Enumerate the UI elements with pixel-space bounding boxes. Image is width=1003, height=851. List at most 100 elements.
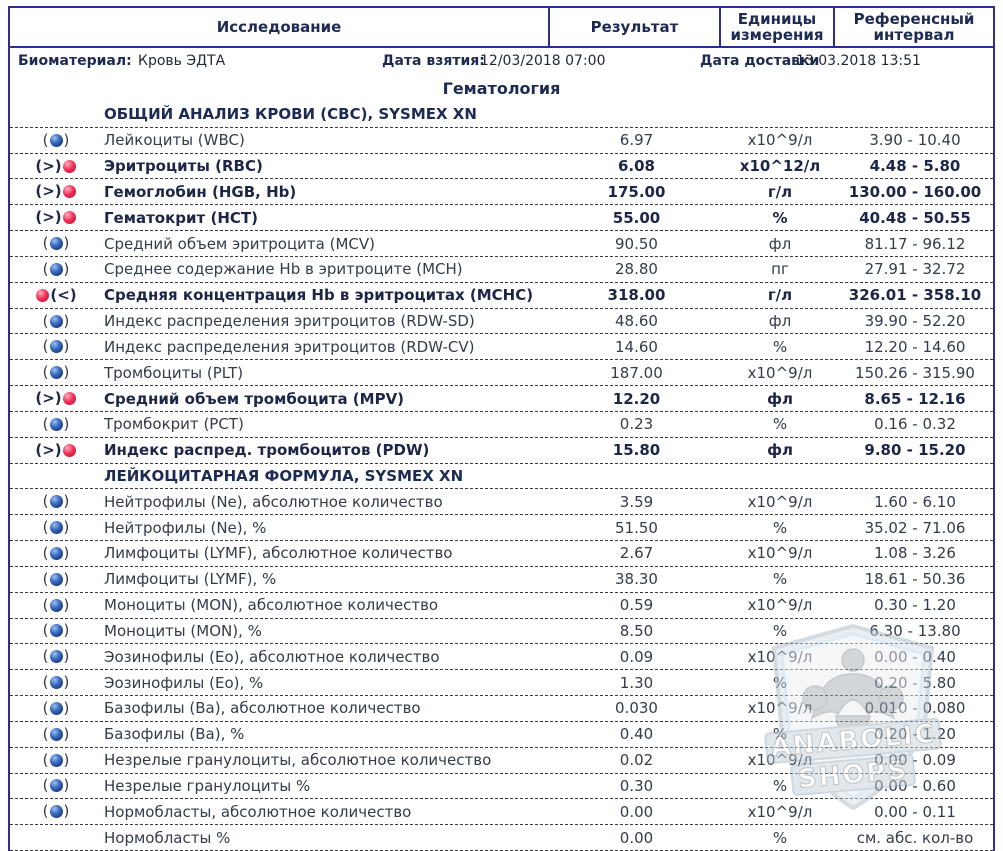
flag-cell: () [10, 571, 102, 586]
result-value: 51.50 [615, 518, 658, 537]
paren: ) [63, 698, 70, 717]
result-row: (>) Гематокрит (HCT) 55.00% 40.48 - 50.55 [10, 205, 993, 232]
units-value: x10^9/л [747, 751, 813, 770]
paren: ) [63, 363, 70, 382]
paren: ( [42, 621, 49, 640]
result-value: 90.50 [615, 234, 658, 253]
result-row: () Лимфоциты (LYMF), % 38.30% 18.61 - 50.36 [10, 567, 993, 593]
reference-interval: 40.48 - 50.55 [859, 208, 971, 227]
paren: ) [63, 595, 70, 614]
test-name: Средняя концентрация Hb в эритроцитах (M… [104, 286, 534, 305]
reference-interval: 0.20 - 1.20 [874, 725, 956, 744]
test-name: Средний объем эритроцита (MCV) [104, 234, 375, 253]
result-value: 48.60 [615, 312, 658, 331]
paren: ) [63, 776, 70, 795]
result-value: 15.80 [612, 441, 661, 460]
result-row: () Индекс распределения эритроцитов (RDW-… [10, 309, 993, 335]
high-arrow: (>) [35, 389, 62, 408]
result-row: () Индекс распределения эритроцитов (RDW-… [10, 334, 993, 361]
test-name: Эозинофилы (Eo), % [104, 673, 264, 692]
result-row: (>) Гемоглобин (HGB, Hb) 175.00 г/л 130.00 -… [10, 179, 993, 206]
high-arrow: (>) [35, 156, 62, 175]
table-header-row: Исследование Результат Единицы измерения… [10, 8, 993, 48]
result-value: 55.00 [612, 208, 661, 227]
reference-interval: 0.00 - 0.09 [874, 751, 956, 770]
test-name: Моноциты (MON), % [104, 621, 262, 640]
units-value: % [772, 673, 788, 692]
test-name: Лимфоциты (LYMF), % [104, 570, 277, 589]
result-value: 38.30 [615, 570, 658, 589]
result-value: 2.67 [619, 544, 654, 563]
high-arrow: (>) [35, 182, 62, 201]
result-row: (>) Средний объем тромбоцита (MPV) 12.20 фл… [10, 386, 993, 412]
column-header-units: Единицы измерения [721, 8, 835, 46]
reference-interval: 1.08 - 3.26 [874, 544, 956, 563]
reference-interval: 4.48 - 5.80 [869, 157, 961, 176]
normal-dot-icon [49, 340, 63, 354]
paren: ( [42, 724, 49, 743]
units-value: % [772, 776, 788, 795]
result-row: () Тромбоциты (PLT) 187.00 x10^9/л 150.26 - … [10, 360, 993, 387]
units-value: % [772, 518, 788, 537]
reference-interval: см. абс. кол-во [856, 828, 974, 847]
result-value: 14.60 [615, 337, 658, 356]
paren: ) [63, 234, 70, 253]
section-header-row: ОБЩИЙ АНАЛИЗ КРОВИ (CBC), SYSMEX XN [10, 102, 993, 128]
flag-cell: (<) [10, 287, 102, 302]
reference-interval: 39.90 - 52.20 [864, 312, 966, 331]
normal-dot-icon [49, 727, 63, 741]
report-section-title: Гематология [442, 78, 561, 98]
units-value: % [772, 570, 788, 589]
test-name: Индекс распределения эритроцитов (RDW-CV… [104, 337, 475, 356]
test-name: Базофилы (Ba), % [104, 725, 245, 744]
collection-date-label: Дата взятия: [382, 53, 485, 69]
test-name: Эритроциты (RBC) [104, 157, 263, 176]
result-row: () Лимфоциты (LYMF), абсолютное количеств… [10, 541, 993, 567]
result-row: () Базофилы (Ba), абсолютное количество 0.… [10, 696, 993, 722]
flag-cell: () [10, 647, 102, 666]
units-value: фл [768, 234, 792, 253]
units-value: фл [767, 441, 793, 460]
paren: ) [63, 337, 70, 356]
reference-interval: 0.30 - 1.20 [874, 596, 956, 615]
result-row: () Эозинофилы (Eo), % 1.30% 0.20 - 5.80 [10, 670, 993, 697]
section-title: ОБЩИЙ АНАЛИЗ КРОВИ (CBC), SYSMEX XN [104, 105, 477, 124]
paren: ) [63, 647, 70, 666]
result-row: () Незрелые гранулоциты % 0.30% 0.00 - 0.60 [10, 774, 993, 800]
flag-cell: () [10, 363, 102, 382]
reference-interval: 27.91 - 32.72 [864, 260, 966, 279]
test-name: Нормобласты % [104, 828, 231, 847]
result-row: (>) Эритроциты (RBC) 6.08 x10^12/л 4.48 - 5.… [10, 154, 993, 180]
paren: ) [63, 750, 70, 769]
units-value: x10^9/л [747, 363, 813, 382]
result-row: () Моноциты (MON), % 8.50% 6.30 - 13.80 [10, 619, 993, 645]
paren: ) [63, 311, 70, 330]
flag-cell: (>) [10, 442, 102, 457]
reference-interval: 6.30 - 13.80 [869, 621, 961, 640]
reference-interval: 1.60 - 6.10 [874, 492, 956, 511]
result-value: 175.00 [607, 182, 666, 201]
collection-date-value: 12/03/2018 07:00 [480, 53, 606, 69]
result-value: 6.97 [619, 131, 654, 150]
paren: ) [63, 724, 70, 743]
reference-interval: 150.26 - 315.90 [855, 363, 975, 382]
normal-dot-icon [49, 779, 63, 793]
result-row: () Средний объем эритроцита (MCV) 90.50 фл 8… [10, 231, 993, 257]
result-value: 0.02 [619, 751, 654, 770]
flag-cell: (>) [10, 210, 102, 225]
result-row: () Нейтрофилы (Ne), % 51.50% 35.02 - 71.06 [10, 515, 993, 542]
test-name: Гемоглобин (HGB, Hb) [104, 182, 297, 201]
paren: ( [42, 337, 49, 356]
result-value: 318.00 [607, 286, 666, 305]
biomaterial-label: Биоматериал: [18, 53, 132, 69]
reference-interval: 18.61 - 50.36 [864, 570, 966, 589]
column-header-test: Исследование [10, 8, 550, 46]
result-row: () Эозинофилы (Eo), абсолютное количество… [10, 644, 993, 671]
flag-cell: () [10, 261, 102, 276]
normal-dot-icon [49, 262, 63, 276]
paren: ) [63, 802, 70, 821]
result-row: () Моноциты (MON), абсолютное количество 0… [10, 593, 993, 619]
paren: ) [63, 492, 70, 511]
reference-interval: 0.20 - 5.80 [874, 673, 956, 692]
units-value: % [772, 621, 788, 640]
